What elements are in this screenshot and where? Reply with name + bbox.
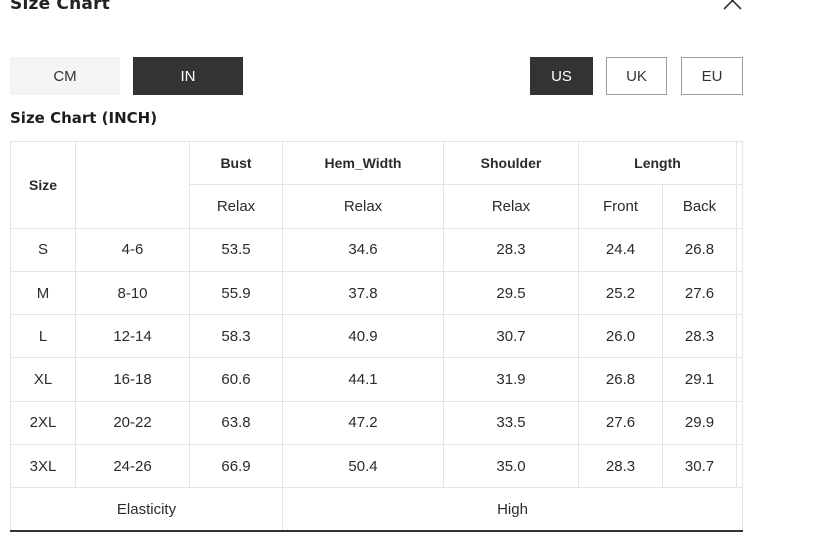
subheader-shoulder-relax: Relax [443,184,579,229]
elasticity-value-cell: High [282,487,743,533]
table-row: XL 16-18 60.6 44.1 31.9 26.8 29.1 [10,357,743,402]
clipped-column-cell [736,444,743,489]
cell-length-front: 26.0 [578,314,663,359]
clipped-column-cell [736,314,743,359]
col-header-length: Length [578,140,737,186]
cell-hem-width: 47.2 [282,400,444,446]
unit-in-button[interactable]: IN [133,57,243,95]
cell-bust: 63.8 [189,400,283,446]
cell-hem-width: 34.6 [282,227,444,272]
cell-bust: 66.9 [189,444,283,489]
cell-hem-width: 37.8 [282,270,444,316]
clipped-column-cell [736,357,743,402]
header-row-2: Relax Relax Relax Front Back [11,184,743,229]
subheader-back: Back [662,184,737,229]
size-chart-table: Size US Size Bust Hem_Width Shoulder Len… [10,140,743,533]
close-button[interactable] [720,0,745,13]
table-row: L 12-14 58.3 40.9 30.7 26.0 28.3 [10,314,743,359]
section-title: Size Chart (INCH) [10,109,158,127]
cell-size: S [10,227,76,272]
clipped-column-cell [736,184,743,229]
cell-us-size: 16-18 [75,357,190,402]
cell-us-size: 20-22 [75,400,190,446]
cell-length-front: 28.3 [578,444,663,489]
col-header-bust: Bust [189,140,283,186]
cell-length-back: 30.7 [662,444,737,489]
cell-length-front: 26.8 [578,357,663,402]
cell-length-front: 27.6 [578,400,663,446]
col-header-size: Size [10,141,76,229]
close-icon [723,0,742,10]
cell-length-back: 29.1 [662,357,737,402]
region-eu-button[interactable]: EU [681,57,743,95]
cell-shoulder: 35.0 [443,444,579,489]
subheader-hem-relax: Relax [282,184,444,229]
elasticity-label-cell: Elasticity [10,487,283,533]
clipped-column-cell [736,400,743,446]
cell-length-back: 26.8 [662,227,737,272]
col-header-shoulder: Shoulder [443,140,579,186]
cell-us-size: 4-6 [75,227,190,272]
col-header-hem-width: Hem_Width [282,140,444,186]
cell-length-back: 29.9 [662,400,737,446]
cell-size: 2XL [10,400,76,446]
clipped-column-cell [736,227,743,272]
cell-shoulder: 30.7 [443,314,579,359]
subheader-front: Front [578,184,663,229]
cell-shoulder: 29.5 [443,270,579,316]
cell-length-back: 27.6 [662,270,737,316]
cell-hem-width: 44.1 [282,357,444,402]
cell-shoulder: 33.5 [443,400,579,446]
table-row: S 4-6 53.5 34.6 28.3 24.4 26.8 [10,227,743,272]
cell-length-front: 25.2 [578,270,663,316]
cell-size: L [10,314,76,359]
cell-bust: 55.9 [189,270,283,316]
subheader-bust-relax: Relax [189,184,283,229]
cell-size: XL [10,357,76,402]
cell-shoulder: 31.9 [443,357,579,402]
elasticity-row: Elasticity High [10,487,743,533]
cell-us-size: 12-14 [75,314,190,359]
dialog-title: Size Chart [10,0,110,14]
cell-hem-width: 50.4 [282,444,444,489]
cell-us-size: 24-26 [75,444,190,489]
cell-us-size: 8-10 [75,270,190,316]
table-row: 3XL 24-26 66.9 50.4 35.0 28.3 30.7 [10,444,743,489]
cell-bust: 53.5 [189,227,283,272]
region-uk-button[interactable]: UK [606,57,667,95]
region-us-button[interactable]: US [530,57,593,95]
header-row-1: Size US Size Bust Hem_Width Shoulder Len… [10,140,743,229]
clipped-column-header [736,140,743,186]
table-row: 2XL 20-22 63.8 47.2 33.5 27.6 29.9 [10,400,743,446]
cell-bust: 60.6 [189,357,283,402]
cell-hem-width: 40.9 [282,314,444,359]
col-header-us-size: US Size [75,141,190,229]
cell-length-front: 24.4 [578,227,663,272]
table-row: M 8-10 55.9 37.8 29.5 25.2 27.6 [10,270,743,316]
cell-shoulder: 28.3 [443,227,579,272]
cell-size: M [10,270,76,316]
cell-length-back: 28.3 [662,314,737,359]
unit-cm-button[interactable]: CM [10,57,120,95]
clipped-column-cell [736,270,743,316]
cell-bust: 58.3 [189,314,283,359]
cell-size: 3XL [10,444,76,489]
